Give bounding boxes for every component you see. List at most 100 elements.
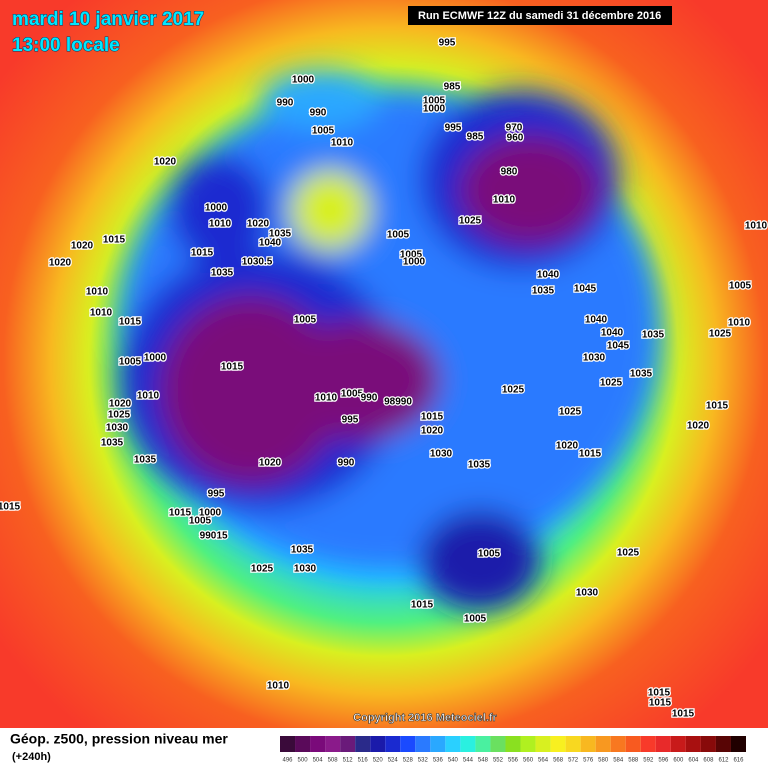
isobar-label: 1035 — [291, 545, 314, 556]
scale-tick: 604 — [688, 758, 699, 764]
scale-cell — [430, 736, 446, 752]
isobar-label: 1000 — [144, 353, 167, 364]
scale-tick: 524 — [388, 758, 399, 764]
isobar-label: 1035 — [134, 455, 157, 466]
isobar-label: 1025 — [502, 385, 525, 396]
scale-tick: 584 — [613, 758, 624, 764]
scale-tick: 616 — [733, 758, 744, 764]
isobar-label: 1010 — [267, 681, 290, 692]
subtitle: 13:00 locale — [12, 35, 120, 56]
scale-cell — [535, 736, 551, 752]
scale-cell — [700, 736, 716, 752]
isobar-label: 1005 — [729, 281, 752, 292]
scale-tick: 580 — [598, 758, 609, 764]
isobar-label: 1020 — [247, 219, 270, 230]
isobar-label: 1010 — [90, 308, 113, 319]
footer-label: Géop. z500, pression niveau mer — [10, 731, 228, 747]
scale-cell — [505, 736, 521, 752]
isobar-label: 1000 — [205, 203, 228, 214]
isobar-label: 1035 — [211, 268, 234, 279]
isobar-label: 1010 — [493, 195, 516, 206]
isobar-label: 1005 — [478, 549, 501, 560]
scale-tick: 504 — [313, 758, 324, 764]
scale-cell — [565, 736, 581, 752]
color-scale: 496 500 504 508 512 516 520 524 528 532 536 540 544 5… — [280, 736, 746, 764]
isobar-label: 1015 — [421, 412, 444, 423]
scale-tick: 568 — [553, 758, 564, 764]
title: mardi 10 janvier 2017 — [12, 9, 204, 30]
scale-cell — [280, 736, 296, 752]
isobar-label: 1005 — [294, 315, 317, 326]
isobar-label: 1005 — [423, 96, 446, 107]
scale-cell — [670, 736, 686, 752]
isobar-label: 990 — [277, 98, 294, 109]
isobar-label: 1005 — [119, 357, 142, 368]
scale-tick: 564 — [538, 758, 549, 764]
scale-cell — [295, 736, 311, 752]
isobar-label: 15 — [216, 531, 228, 542]
scale-tick: 556 — [508, 758, 519, 764]
isobar-label: 1015 — [103, 235, 126, 246]
isobar-label: 1020 — [556, 441, 579, 452]
scale-cell — [385, 736, 401, 752]
isobar-label: 990 — [200, 531, 217, 542]
isobar-label: 1005 — [400, 250, 423, 261]
lead-time: (+240h) — [12, 751, 51, 763]
isobar-label: 1000 — [292, 75, 315, 86]
isobar-label: 1010 — [86, 287, 109, 298]
isobar-label: 1035 — [642, 330, 665, 341]
isobar-label: 1020 — [71, 241, 94, 252]
isobar-label: 1015 — [672, 709, 695, 720]
isobar-label: 960 — [507, 133, 524, 144]
isobar-label: 1025 — [559, 407, 582, 418]
scale-tick: 552 — [493, 758, 504, 764]
isobar-label: 1015 — [706, 401, 729, 412]
scale-tick: 560 — [523, 758, 534, 764]
scale-tick: 596 — [658, 758, 669, 764]
scale-tick: 592 — [643, 758, 654, 764]
isobar-label: 995 — [208, 489, 225, 500]
isobar-label: 1045 — [574, 284, 597, 295]
isobar-label: 1035 — [269, 229, 292, 240]
isobar-label: 1045 — [607, 341, 630, 352]
isobar-label: 1040 — [537, 270, 560, 281]
scale-tick: 516 — [358, 758, 369, 764]
scale-tick: 520 — [373, 758, 384, 764]
isobar-label: 1025 — [617, 548, 640, 559]
isobar-label: 1015 — [169, 508, 192, 519]
isobar-label: 1030 — [430, 449, 453, 460]
isobar-label: 970 — [506, 123, 523, 134]
scale-tick: 576 — [583, 758, 594, 764]
isobar-label: 1010 — [209, 219, 232, 230]
isobar-label: 990 — [310, 108, 327, 119]
scale-cell — [610, 736, 626, 752]
isobar-label: 1030 — [106, 423, 129, 434]
isobar-label: 1025 — [108, 410, 131, 421]
scale-tick: 540 — [448, 758, 459, 764]
isobar-label: 1010 — [315, 393, 338, 404]
scale-tick: 500 — [298, 758, 309, 764]
isobar-label: 1000 — [403, 257, 426, 268]
isobar-label: 1035 — [630, 369, 653, 380]
isobar-label: 1020 — [49, 258, 72, 269]
scale-tick: 536 — [433, 758, 444, 764]
isobar-label: 1020 — [259, 458, 282, 469]
isobar-label: 985 — [444, 82, 461, 93]
scale-cell — [445, 736, 461, 752]
scale-cell — [595, 736, 611, 752]
isobar-label: 1030 — [583, 353, 606, 364]
scale-tick: 532 — [418, 758, 429, 764]
isobar-label: 1005 — [189, 516, 212, 527]
scale-tick: 572 — [568, 758, 579, 764]
isobar-label: 1015 — [221, 362, 244, 373]
scale-cell — [580, 736, 596, 752]
isobar-label: 995 — [342, 415, 359, 426]
isobar-label: 1015 — [649, 698, 672, 709]
scale-cell — [370, 736, 386, 752]
isobar-label: 1000 — [199, 508, 222, 519]
isobar-label: 1030.5 — [242, 257, 273, 268]
isobar-label: 98990 — [384, 397, 412, 408]
isobar-label: 1005 — [312, 126, 335, 137]
